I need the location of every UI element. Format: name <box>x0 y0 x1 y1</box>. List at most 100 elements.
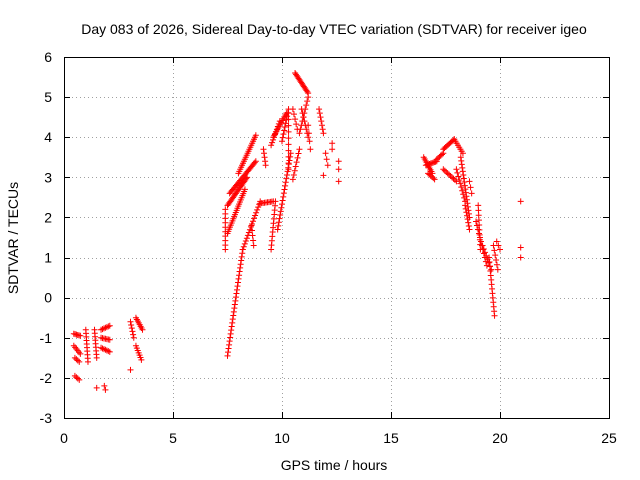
data-point <box>71 354 78 361</box>
data-point <box>282 179 289 186</box>
data-point <box>102 346 109 353</box>
data-point <box>250 218 257 225</box>
data-point <box>279 201 285 208</box>
data-point <box>459 187 466 194</box>
data-point <box>296 130 303 137</box>
data-point <box>462 186 469 193</box>
data-point <box>444 170 451 177</box>
data-point <box>305 130 312 137</box>
data-point <box>459 168 466 175</box>
data-point <box>453 178 460 185</box>
data-point <box>497 246 503 253</box>
data-point <box>230 308 237 315</box>
data-point <box>238 257 245 264</box>
data-point <box>232 294 239 301</box>
data-point <box>277 208 284 215</box>
data-point <box>449 174 456 181</box>
data-points <box>70 70 524 393</box>
data-point <box>235 279 242 286</box>
data-point <box>430 175 437 182</box>
y-tick-label: 0 <box>44 290 52 306</box>
data-point <box>335 166 342 173</box>
data-point <box>285 153 292 160</box>
y-tick-labels: -3 -2 -1 0 1 2 3 4 5 6 <box>40 49 53 426</box>
data-point <box>76 376 83 383</box>
data-point <box>252 132 259 139</box>
data-point <box>127 366 134 373</box>
data-point <box>248 221 255 228</box>
data-point <box>278 204 285 211</box>
data-point <box>238 253 245 260</box>
x-tick-label: 5 <box>169 430 177 446</box>
data-point <box>226 341 233 348</box>
y-tick-label: 3 <box>44 169 52 185</box>
data-point <box>284 113 291 120</box>
data-point <box>465 219 472 226</box>
data-point <box>262 158 269 165</box>
data-point <box>446 171 453 178</box>
data-point <box>249 227 256 234</box>
data-point <box>320 172 327 179</box>
grid-layer <box>64 57 609 418</box>
data-point <box>318 122 325 129</box>
data-point <box>439 151 446 158</box>
data-point <box>464 216 471 223</box>
data-point <box>322 150 329 157</box>
data-point <box>100 346 107 353</box>
data-point <box>225 349 232 356</box>
y-tick-label: -3 <box>40 410 53 426</box>
data-point <box>459 150 466 157</box>
data-point <box>431 176 438 183</box>
data-point <box>139 326 146 333</box>
data-point <box>316 110 323 117</box>
data-point <box>76 358 83 365</box>
data-point <box>479 242 486 249</box>
data-point <box>228 323 235 330</box>
data-point <box>241 186 248 193</box>
data-point <box>285 128 292 135</box>
data-point <box>495 242 502 249</box>
data-point <box>329 146 336 153</box>
data-point <box>463 212 470 219</box>
data-point <box>254 206 261 213</box>
y-tick-label: 5 <box>44 89 52 105</box>
data-point <box>293 159 300 166</box>
data-point <box>300 114 307 121</box>
data-point <box>285 160 292 167</box>
data-point <box>229 319 236 326</box>
chart-title: Day 083 of 2026, Sidereal Day-to-day VTE… <box>81 21 587 37</box>
data-point <box>261 150 268 157</box>
data-point <box>285 166 292 173</box>
x-tick-label: 25 <box>601 430 617 446</box>
y-tick-label: 4 <box>44 129 52 145</box>
data-point <box>335 178 342 185</box>
data-point <box>233 290 240 297</box>
data-point <box>285 116 292 123</box>
data-point <box>249 232 256 239</box>
data-point <box>229 316 236 323</box>
y-tick-label: -1 <box>40 330 53 346</box>
x-tick-label: 10 <box>274 430 290 446</box>
data-point <box>106 322 113 329</box>
data-point <box>227 330 234 337</box>
data-point <box>301 118 308 125</box>
data-point <box>299 110 306 117</box>
data-point <box>251 215 258 222</box>
data-point <box>292 116 299 123</box>
data-point <box>297 126 304 133</box>
data-point <box>239 250 246 257</box>
data-point <box>242 238 249 245</box>
data-point <box>130 331 137 338</box>
data-point <box>231 305 238 312</box>
data-point <box>453 166 460 173</box>
data-point <box>237 264 244 271</box>
data-point <box>491 247 498 254</box>
data-point <box>307 146 314 153</box>
data-point <box>475 230 482 237</box>
data-point <box>281 127 288 134</box>
data-point <box>323 156 330 163</box>
data-point <box>318 118 325 125</box>
data-point <box>517 244 524 251</box>
data-point <box>130 334 137 341</box>
x-tick-label: 15 <box>383 430 399 446</box>
